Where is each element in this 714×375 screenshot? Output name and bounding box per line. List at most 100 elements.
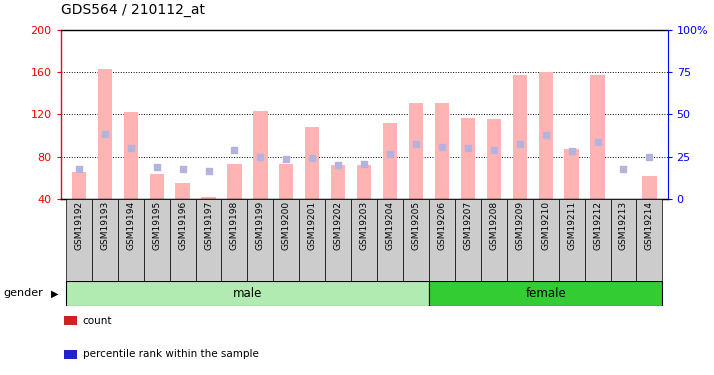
Bar [331,165,346,199]
Text: GSM19210: GSM19210 [541,201,550,250]
Text: GSM19196: GSM19196 [178,201,187,250]
Point [618,166,629,172]
Point [99,131,111,137]
Bar [253,111,268,199]
Bar [558,199,585,281]
Bar [435,103,449,199]
Bar [585,199,610,281]
Bar [227,164,241,199]
Bar [403,199,429,281]
Bar [170,199,196,281]
Point [73,166,84,172]
Text: ▶: ▶ [51,288,59,298]
Bar [455,199,481,281]
Bar [118,199,144,281]
Text: GSM19207: GSM19207 [463,201,473,250]
Bar [248,199,273,281]
Point [436,144,448,150]
Text: male: male [233,287,262,300]
Bar [71,172,86,199]
Text: female: female [526,287,566,300]
Text: GSM19214: GSM19214 [645,201,654,250]
Text: GSM19212: GSM19212 [593,201,602,250]
Text: GSM19192: GSM19192 [74,201,84,250]
Bar [305,127,319,199]
Bar [144,199,170,281]
Bar [176,183,190,199]
Point [384,152,396,157]
Text: GDS564 / 210112_at: GDS564 / 210112_at [61,3,205,17]
Point [255,154,266,160]
Point [228,147,240,153]
Text: GSM19193: GSM19193 [100,201,109,250]
Bar [513,75,527,199]
Text: GSM19199: GSM19199 [256,201,265,250]
Bar [98,69,112,199]
Text: GSM19213: GSM19213 [619,201,628,250]
Point [566,148,578,154]
Text: GSM19202: GSM19202 [333,201,343,250]
Bar [636,199,663,281]
Bar [201,196,216,199]
Point [203,168,214,174]
Point [540,132,551,138]
Bar [377,199,403,281]
Bar [590,75,605,199]
Bar [221,199,248,281]
Point [358,161,370,167]
Bar [507,199,533,281]
Point [514,141,526,147]
Bar [429,199,455,281]
Text: GSM19211: GSM19211 [567,201,576,250]
Point [125,145,136,151]
Point [411,141,422,147]
Bar [124,112,138,199]
Bar [610,199,636,281]
Text: GSM19203: GSM19203 [360,201,368,250]
Bar [92,199,118,281]
Text: gender: gender [4,288,44,298]
Bar [461,117,475,199]
Bar [196,199,221,281]
Point [177,166,188,172]
Text: percentile rank within the sample: percentile rank within the sample [83,350,258,359]
Text: GSM19206: GSM19206 [438,201,446,250]
Text: GSM19197: GSM19197 [204,201,213,250]
Bar [565,149,579,199]
Text: GSM19208: GSM19208 [489,201,498,250]
Text: GSM19200: GSM19200 [282,201,291,250]
Bar [429,281,663,306]
Bar [279,164,293,199]
Bar [273,199,299,281]
Point [644,154,655,160]
Point [281,156,292,162]
Point [592,139,603,145]
Bar [533,199,558,281]
Point [488,147,500,153]
Text: GSM19195: GSM19195 [152,201,161,250]
Text: GSM19205: GSM19205 [411,201,421,250]
Text: count: count [83,316,112,326]
Text: GSM19201: GSM19201 [308,201,317,250]
Bar [66,199,92,281]
Text: GSM19198: GSM19198 [230,201,239,250]
Bar [643,176,657,199]
Bar [487,118,501,199]
Bar [383,123,397,199]
Bar [299,199,326,281]
Bar [326,199,351,281]
Bar [66,281,429,306]
Text: GSM19209: GSM19209 [516,201,524,250]
Bar [538,72,553,199]
Bar [149,174,164,199]
Point [151,164,162,170]
Text: GSM19194: GSM19194 [126,201,135,250]
Point [333,162,344,168]
Bar [351,199,377,281]
Text: GSM19204: GSM19204 [386,201,395,250]
Bar [481,199,507,281]
Point [306,154,318,160]
Bar [357,165,371,199]
Bar [409,103,423,199]
Point [462,145,473,151]
